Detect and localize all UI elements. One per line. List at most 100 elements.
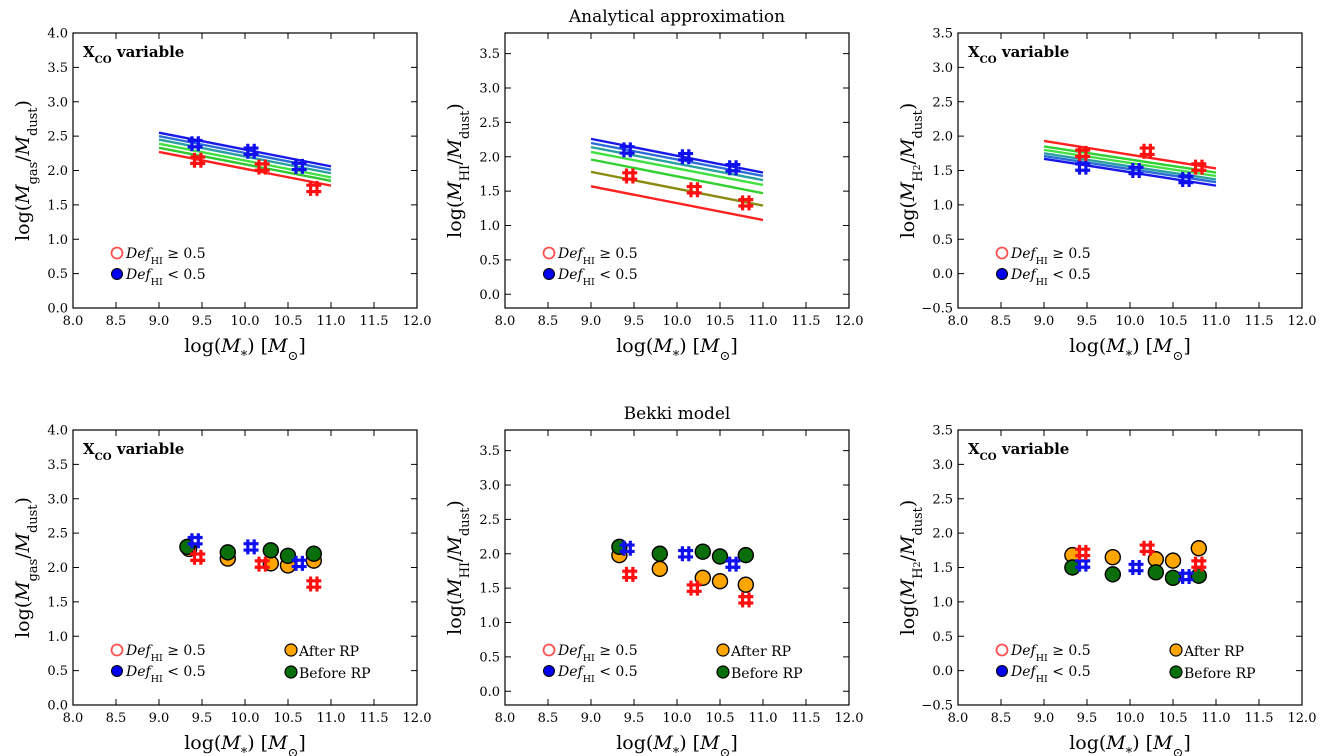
before-rp-point	[711, 548, 729, 565]
x-tick-label: 9.0	[149, 314, 170, 329]
x-tick-label: 11.0	[317, 314, 346, 329]
y-tick-label: 0.0	[47, 302, 68, 317]
def-high-point	[306, 576, 322, 592]
legend-label: DefHI < 0.5	[557, 664, 638, 685]
x-tick-label: 9.5	[624, 711, 645, 726]
def-low-point	[1075, 556, 1091, 572]
before-rp-point	[1164, 569, 1182, 587]
def-high-point	[1075, 544, 1091, 560]
def-high-point	[190, 152, 206, 168]
legend-open-circle	[995, 246, 1009, 260]
row-title-bottom: Bekki model	[624, 404, 731, 424]
y-tick-label: 1.0	[479, 219, 500, 234]
x-tick-label: 12.0	[1288, 314, 1317, 329]
legend-label: Before RP	[731, 666, 803, 682]
x-tick-label: 10.0	[231, 314, 260, 329]
x-tick-label: 8.0	[63, 711, 84, 726]
x-tick-label: 10.5	[1159, 314, 1188, 329]
y-tick-label: 2.5	[479, 116, 500, 131]
x-tick-label: 9.0	[581, 314, 602, 329]
xco-annotation: XCO variable	[968, 440, 1069, 463]
y-tick-label: 3.5	[47, 61, 68, 76]
y-axis-label: log(MH2​/Mdust)	[897, 500, 926, 636]
legend-label: DefHI ≥ 0.5	[557, 246, 638, 267]
y-tick-label: 4.0	[47, 424, 68, 439]
x-tick-label: 9.0	[1034, 711, 1055, 726]
y-tick-label: 4.0	[47, 27, 68, 42]
y-tick-label: 2.5	[932, 95, 953, 110]
x-tick-label: 12.0	[403, 314, 432, 329]
y-tick-label: 0.5	[932, 233, 953, 248]
y-tick-label: 1.0	[932, 595, 953, 610]
model-line	[590, 137, 764, 174]
y-tick-label: 1.5	[47, 198, 68, 213]
def-low-point	[1178, 171, 1194, 187]
plot-frame	[957, 32, 1303, 309]
x-tick-label: 10.0	[1116, 314, 1145, 329]
before-rp-point	[1104, 566, 1122, 583]
xco-annotation: XCO variable	[968, 43, 1069, 66]
model-line	[590, 170, 764, 207]
x-tick-label: 9.5	[192, 314, 213, 329]
x-tick-label: 9.5	[1077, 711, 1098, 726]
legend-open-circle	[110, 643, 124, 657]
x-tick-label: 11.5	[360, 711, 389, 726]
y-tick-label: 2.0	[47, 164, 68, 179]
def-low-point	[1075, 159, 1091, 175]
x-tick-label: 8.0	[495, 314, 516, 329]
legend-open-circle	[542, 643, 556, 657]
before-rp-point	[305, 545, 322, 562]
x-axis-label: log(M*) [M⊙]	[184, 732, 306, 756]
y-tick-label: 1.5	[47, 595, 68, 610]
panels: 8.0 8.5 9.0 9.5 10.0 10.5 11.0 11.5 12.0 0.0 0.5 1.…	[12, 27, 1316, 756]
x-tick-label: 12.0	[835, 711, 864, 726]
legend-before-rp-marker	[284, 665, 298, 679]
before-rp-point	[651, 545, 668, 562]
x-tick-label: 11.0	[749, 314, 778, 329]
legend-label: DefHI < 0.5	[557, 267, 638, 288]
model-line	[1043, 139, 1217, 170]
def-low-point	[187, 136, 203, 152]
x-tick-label: 9.5	[192, 711, 213, 726]
x-tick-label: 9.0	[149, 711, 170, 726]
y-tick-label: 0.0	[479, 288, 500, 303]
x-tick-label: 11.5	[1245, 711, 1274, 726]
before-rp-point	[694, 543, 711, 560]
legend-label: After RP	[1183, 644, 1244, 660]
x-tick-label: 10.5	[274, 711, 303, 726]
legend-after-rp-marker	[1169, 643, 1183, 657]
def-low-point	[1128, 163, 1144, 178]
def-high-point	[254, 556, 270, 572]
before-rp-point	[1147, 564, 1165, 581]
y-tick-label: 2.5	[479, 513, 500, 528]
x-tick-label: 10.0	[663, 314, 692, 329]
panel-5: 8.0 8.5 9.0 9.5 10.0 10.5 11.0 11.5 12.0 0.0 0.5 1.…	[444, 429, 864, 756]
legend-open-circle	[110, 246, 124, 260]
y-tick-label: 2.5	[47, 527, 68, 542]
legend-label: DefHI < 0.5	[125, 664, 206, 685]
def-high-point	[190, 549, 206, 565]
y-tick-label: 3.5	[932, 424, 953, 439]
def-high-point	[622, 566, 638, 582]
legend-label: DefHI < 0.5	[125, 267, 206, 288]
def-high-point	[1139, 143, 1155, 159]
plot-frame	[72, 429, 418, 706]
y-tick-label: 0.0	[479, 685, 500, 700]
y-tick-label: 0.5	[479, 253, 500, 268]
def-high-point	[1191, 159, 1207, 175]
x-tick-label: 11.0	[1202, 314, 1231, 329]
y-tick-label: 0.0	[932, 267, 953, 282]
def-low-point	[187, 533, 203, 549]
legend-open-circle	[995, 643, 1009, 657]
y-tick-label: 3.0	[479, 82, 500, 97]
def-low-point	[1178, 568, 1194, 584]
y-tick-label: 3.0	[47, 95, 68, 110]
x-tick-label: 10.5	[274, 314, 303, 329]
after-rp-point	[694, 569, 711, 587]
legend-label: Before RP	[1184, 666, 1256, 682]
y-tick-label: 3.5	[479, 444, 500, 459]
x-axis-label: log(M*) [M⊙]	[1069, 732, 1191, 756]
x-tick-label: 8.0	[948, 314, 969, 329]
legend-label: After RP	[298, 644, 359, 660]
